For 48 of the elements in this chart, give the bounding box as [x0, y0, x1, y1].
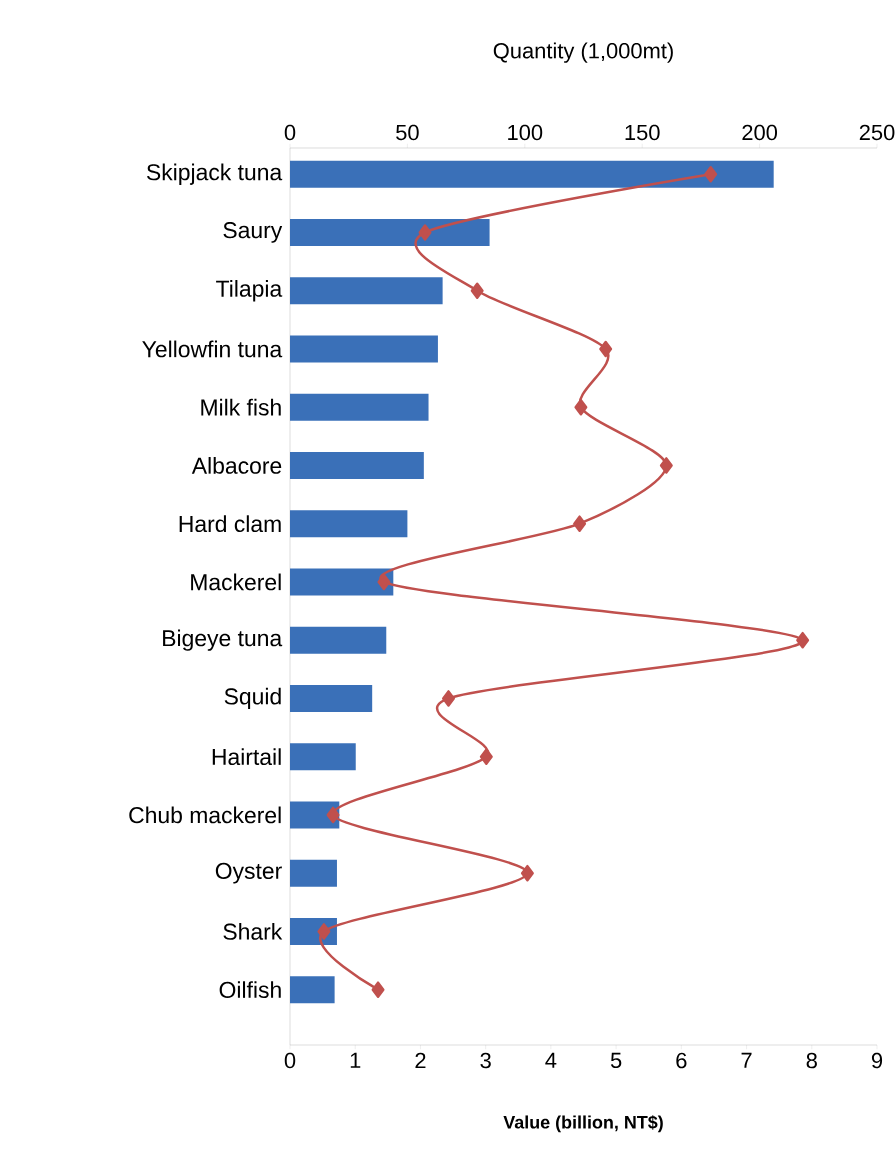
y-tick-label: Squid: [224, 687, 281, 710]
x-tick-label: 7: [741, 1052, 752, 1068]
point: [470, 282, 484, 299]
y-tick-label: Tilapia: [216, 280, 283, 302]
x-axis-title: Value (billion, NT$): [503, 1115, 663, 1133]
x-tick-label: 4: [545, 1052, 557, 1068]
point: [659, 457, 673, 474]
point: [704, 165, 718, 183]
point: [317, 923, 331, 940]
point: [574, 398, 588, 416]
point: [377, 573, 391, 591]
x-tick-label: 2: [415, 1052, 426, 1069]
point: [479, 748, 493, 765]
x2-tick-label: 200: [742, 124, 778, 141]
point: [599, 340, 613, 358]
x-tick-label: 1: [350, 1052, 361, 1068]
y-tick-label: Chub mackerel: [129, 806, 281, 824]
y-tick-label: Albacore: [191, 457, 282, 474]
y-tick-label: Oilfish: [219, 981, 281, 999]
x2-tick-label: 0: [284, 124, 296, 141]
y-tick-label: Yellowfin tuna: [142, 340, 283, 358]
point: [371, 981, 385, 998]
y-tick-label: Skipjack tuna: [146, 163, 283, 185]
x-tick-label: 9: [871, 1052, 883, 1069]
x2-tick-label: 50: [396, 124, 419, 141]
x-tick-label: 6: [676, 1052, 687, 1069]
y-tick-label: Bigeye tuna: [163, 629, 283, 651]
point: [441, 690, 455, 707]
x-tick-label: 3: [480, 1052, 491, 1069]
y-tick-label: Milk fish: [201, 398, 281, 416]
y-tick-label: Shark: [223, 923, 283, 940]
x-tick-label: 5: [610, 1052, 622, 1069]
y-tick-label: Mackerel: [191, 573, 281, 591]
y-tick-label: Saury: [223, 222, 283, 243]
point: [796, 631, 810, 649]
x2-tick-label: 150: [625, 124, 660, 141]
point: [573, 515, 587, 532]
y-tick-label: Oyster: [215, 862, 282, 884]
y-tick-label: Hard clam: [179, 515, 281, 533]
x-tick-label: 8: [806, 1052, 817, 1069]
x2-axis-title: Quantity (1,000mt): [493, 42, 673, 63]
y-tick-label: Hairtail: [212, 748, 281, 766]
point: [326, 806, 340, 824]
x-tick-label: 0: [284, 1052, 296, 1069]
point: [520, 864, 534, 882]
point: [418, 224, 432, 241]
x2-tick-label: 100: [508, 124, 543, 141]
x2-tick-label: 250: [859, 124, 895, 141]
